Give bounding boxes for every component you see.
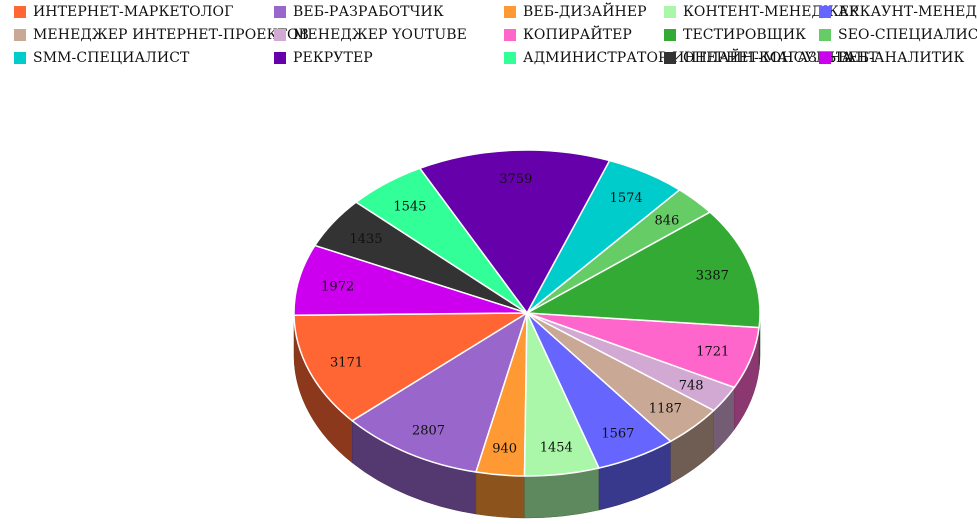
legend-row: ИНТЕРНЕТ-МАРКЕТОЛОГ ВЕБ-РАЗРАБОТЧИК ВЕБ-ДИ…	[14, 4, 977, 27]
pie-slice[interactable]	[293, 244, 528, 317]
pie-side-layer	[293, 312, 761, 519]
legend-item[interactable]: КОНТЕНТ-МЕНЕДЖЕР	[664, 4, 859, 20]
legend-label: ВЕБ-ДИЗАЙНЕР	[523, 4, 647, 20]
slice-value-label: 1721	[696, 345, 729, 360]
legend-label: АККАУНТ-МЕНЕДЖЕР	[838, 4, 977, 20]
pie-label-layer: 3171 2807 940 1454 1567 1187 748 1721 3387 846 157…	[321, 172, 729, 456]
legend-label: SEO-СПЕЦИАЛИСТ	[838, 27, 977, 43]
slice-value-label: 1574	[610, 191, 643, 206]
legend-label: ВЕБ-АНАЛИТИК	[838, 50, 965, 66]
legend-item[interactable]: РЕКРУТЕР	[274, 50, 373, 66]
legend-swatch	[504, 52, 516, 64]
legend-label: АДМИНИСТРАТОР ИНТЕРНЕТ-МАГАЗИНА	[523, 50, 853, 66]
legend-label: КОПИРАЙТЕР	[523, 27, 632, 43]
slice-value-label: 3171	[330, 356, 363, 371]
legend-swatch	[274, 52, 286, 64]
legend-swatch	[504, 29, 516, 41]
pie-slice[interactable]	[419, 149, 611, 314]
legend-item[interactable]: МЕНЕДЖЕР ИНТЕРНЕТ-ПРОЕКТОВ	[14, 27, 309, 43]
legend-item[interactable]: МЕНЕДЖЕР YOUTUBE	[274, 27, 467, 43]
slice-value-label: 748	[679, 379, 704, 394]
legend-swatch	[664, 29, 676, 41]
legend-swatch	[274, 6, 286, 18]
slice-value-label: 1567	[601, 426, 634, 441]
slice-value-label: 846	[654, 214, 679, 229]
legend-item[interactable]: АККАУНТ-МЕНЕДЖЕР	[819, 4, 977, 20]
slice-value-label: 3387	[696, 268, 729, 283]
legend-item[interactable]: КОПИРАЙТЕР	[504, 27, 632, 43]
legend-swatch	[819, 52, 831, 64]
legend-item[interactable]: SEO-СПЕЦИАЛИСТ	[819, 27, 977, 43]
legend-item[interactable]: SMM-СПЕЦИАЛИСТ	[14, 50, 190, 66]
legend-item[interactable]: АДМИНИСТРАТОР ИНТЕРНЕТ-МАГАЗИНА	[504, 50, 852, 66]
pie-slice[interactable]	[526, 211, 761, 329]
slice-value-label: 1972	[321, 279, 354, 294]
slice-value-label: 1545	[393, 199, 426, 214]
legend-swatch	[819, 29, 831, 41]
legend-swatch	[664, 52, 676, 64]
legend-label: МЕНЕДЖЕР ИНТЕРНЕТ-ПРОЕКТОВ	[33, 27, 309, 43]
legend-swatch	[274, 29, 286, 41]
legend-swatch	[14, 52, 26, 64]
legend-item[interactable]: ТЕСТИРОВЩИК	[664, 27, 806, 43]
legend-label: МЕНЕДЖЕР YOUTUBE	[293, 27, 467, 43]
slice-value-label: 1454	[540, 441, 573, 456]
legend-label: ТЕСТИРОВЩИК	[683, 27, 807, 43]
legend-row: МЕНЕДЖЕР ИНТЕРНЕТ-ПРОЕКТОВ МЕНЕДЖЕР YOUTU…	[14, 27, 977, 50]
legend-swatch	[664, 6, 676, 18]
legend-item[interactable]: ВЕБ-АНАЛИТИК	[819, 50, 964, 66]
legend-label: SMM-СПЕЦИАЛИСТ	[33, 50, 190, 66]
legend-item[interactable]: ВЕБ-РАЗРАБОТЧИК	[274, 4, 444, 20]
pie-slice[interactable]	[351, 312, 528, 473]
chart-legend: ИНТЕРНЕТ-МАРКЕТОЛОГ ВЕБ-РАЗРАБОТЧИК ВЕБ-ДИ…	[14, 4, 977, 73]
slice-value-label: 1187	[649, 402, 682, 417]
legend-swatch	[504, 6, 516, 18]
legend-swatch	[819, 6, 831, 18]
legend-swatch	[14, 29, 26, 41]
legend-label: ВЕБ-РАЗРАБОТЧИК	[293, 4, 444, 20]
pie-slice-side	[475, 471, 525, 519]
legend-label: КОНТЕНТ-МЕНЕДЖЕР	[683, 4, 859, 20]
slice-value-label: 2807	[412, 423, 445, 438]
pie-top-layer	[293, 149, 761, 477]
slice-value-label: 1435	[349, 232, 382, 247]
legend-item[interactable]: ИНТЕРНЕТ-МАРКЕТОЛОГ	[14, 4, 233, 20]
slice-value-label: 3759	[499, 172, 532, 187]
pie-slice[interactable]	[293, 312, 528, 422]
legend-label: ИНТЕРНЕТ-МАРКЕТОЛОГ	[33, 4, 234, 20]
slice-value-label: 940	[492, 441, 517, 456]
legend-swatch	[14, 6, 26, 18]
legend-label: РЕКРУТЕР	[293, 50, 373, 66]
legend-row: SMM-СПЕЦИАЛИСТ РЕКРУТЕР АДМИНИСТРАТОР ИНТЕ…	[14, 50, 974, 73]
legend-item[interactable]: ВЕБ-ДИЗАЙНЕР	[504, 4, 647, 20]
